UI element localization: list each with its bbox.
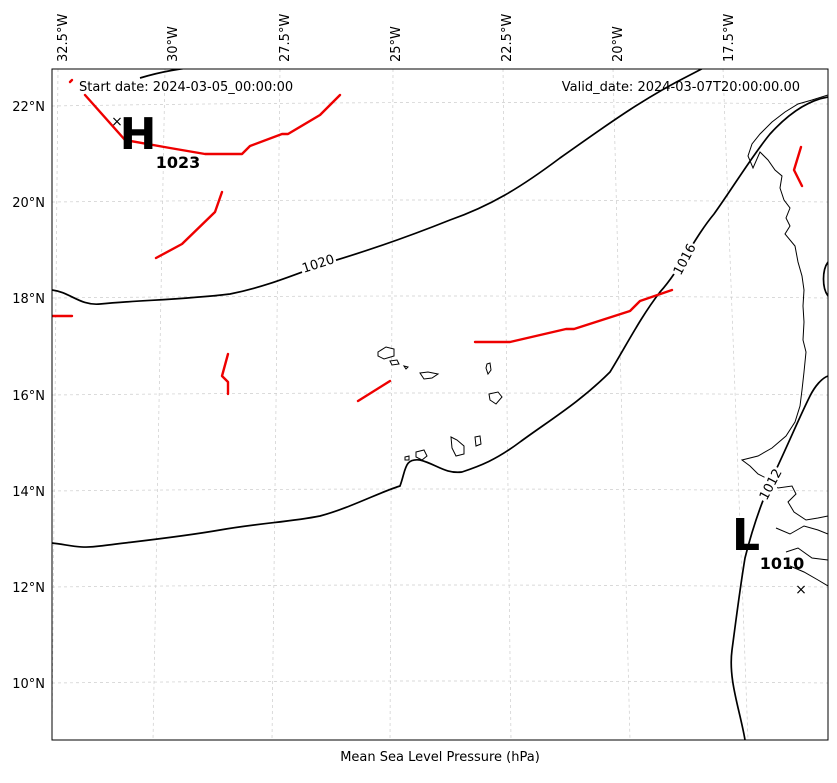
front-far-east [792, 145, 804, 188]
meridian-27-5w [271, 69, 281, 740]
africa-coast [740, 94, 828, 521]
fronts [52, 78, 804, 403]
island-santa-luzia [402, 365, 409, 370]
isobar-label-bg-1012 [754, 464, 786, 504]
parallel-16n [52, 392, 828, 396]
isobar-1020 [52, 69, 704, 305]
isobar-label-bg-1016 [668, 239, 700, 279]
meridian-25w [389, 69, 394, 740]
island-sao-vicente [389, 359, 400, 366]
high-value: 1023 [156, 153, 201, 172]
graticule [52, 69, 828, 740]
front-east-long [473, 288, 674, 344]
front-north-west [83, 93, 342, 156]
isobars [52, 69, 828, 740]
island-sal [485, 362, 492, 376]
island-brava [404, 455, 410, 461]
lat-label-10n: 10°N [12, 677, 45, 692]
isobar-east-edge [822, 261, 828, 297]
island-sao-nicolau [419, 371, 440, 380]
lon-label-32-5w: 32.5°W [56, 14, 71, 62]
lat-label-20n: 20°N [12, 196, 45, 211]
island-maio [474, 435, 482, 447]
latitude-labels: 22°N 20°N 18°N 16°N 14°N 12°N 10°N [12, 100, 45, 692]
map-header: Start date: 2024-03-05_00:00:00 Valid_da… [79, 80, 800, 95]
parallel-22n [52, 102, 828, 107]
lat-label-16n: 16°N [12, 389, 45, 404]
valid-date: Valid_date: 2024-03-07T20:00:00.00 [562, 80, 800, 95]
lat-label-14n: 14°N [12, 485, 45, 500]
lon-label-22-5w: 22.5°W [500, 14, 515, 62]
high-center-marker: × [111, 114, 123, 130]
meridian-30w [152, 69, 166, 740]
lat-label-18n: 18°N [12, 292, 45, 307]
lon-label-27-5w: 27.5°W [278, 14, 293, 62]
meridian-32-5w [52, 69, 59, 740]
front-central [356, 379, 392, 403]
start-date: Start date: 2024-03-05_00:00:00 [79, 80, 293, 95]
island-boa-vista [488, 391, 503, 405]
meridian-22-5w [502, 69, 512, 740]
parallel-20n [52, 199, 828, 203]
low-value: 1010 [760, 554, 805, 573]
island-fogo [415, 449, 428, 461]
island-santiago [450, 436, 465, 457]
meridian-17-5w [722, 69, 749, 740]
isobar-1024 [139, 69, 188, 79]
parallel-12n [52, 584, 828, 588]
pressure-centers: × H 1023 × L 1010 [111, 109, 807, 598]
low-center-marker: × [795, 582, 807, 598]
lat-label-22n: 22°N [12, 100, 45, 115]
isobar-label-1020: 1020 [300, 252, 336, 276]
parallel-18n [52, 295, 828, 299]
map-frame [51, 68, 829, 741]
island-santo-antao [377, 346, 395, 360]
low-letter: L [732, 510, 760, 561]
lat-label-12n: 12°N [12, 581, 45, 596]
front-north-west-tick [68, 78, 74, 84]
map-caption: Mean Sea Level Pressure (hPa) [340, 750, 540, 765]
lon-label-30w: 30°W [166, 26, 181, 62]
isobar-labels: 1020 1016 1012 [298, 239, 786, 504]
coast-senegal-south [775, 525, 828, 587]
isobar-1012 [730, 375, 828, 740]
parallel-14n [52, 488, 828, 492]
cape-verde-islands [377, 346, 503, 461]
front-mid-west [220, 352, 230, 396]
isobar-label-bg-1020 [298, 249, 338, 277]
lon-label-17-5w: 17.5°W [722, 14, 737, 62]
parallel-10n [52, 680, 828, 684]
lon-label-20w: 20°W [611, 26, 626, 62]
high-letter: H [120, 109, 157, 160]
longitude-labels: 32.5°W 30°W 27.5°W 25°W 22.5°W 20°W 17.5… [56, 14, 737, 62]
lon-label-25w: 25°W [389, 26, 404, 62]
front-mid-north [154, 190, 224, 260]
isobar-1016 [52, 96, 828, 548]
meridian-20w [612, 69, 631, 740]
